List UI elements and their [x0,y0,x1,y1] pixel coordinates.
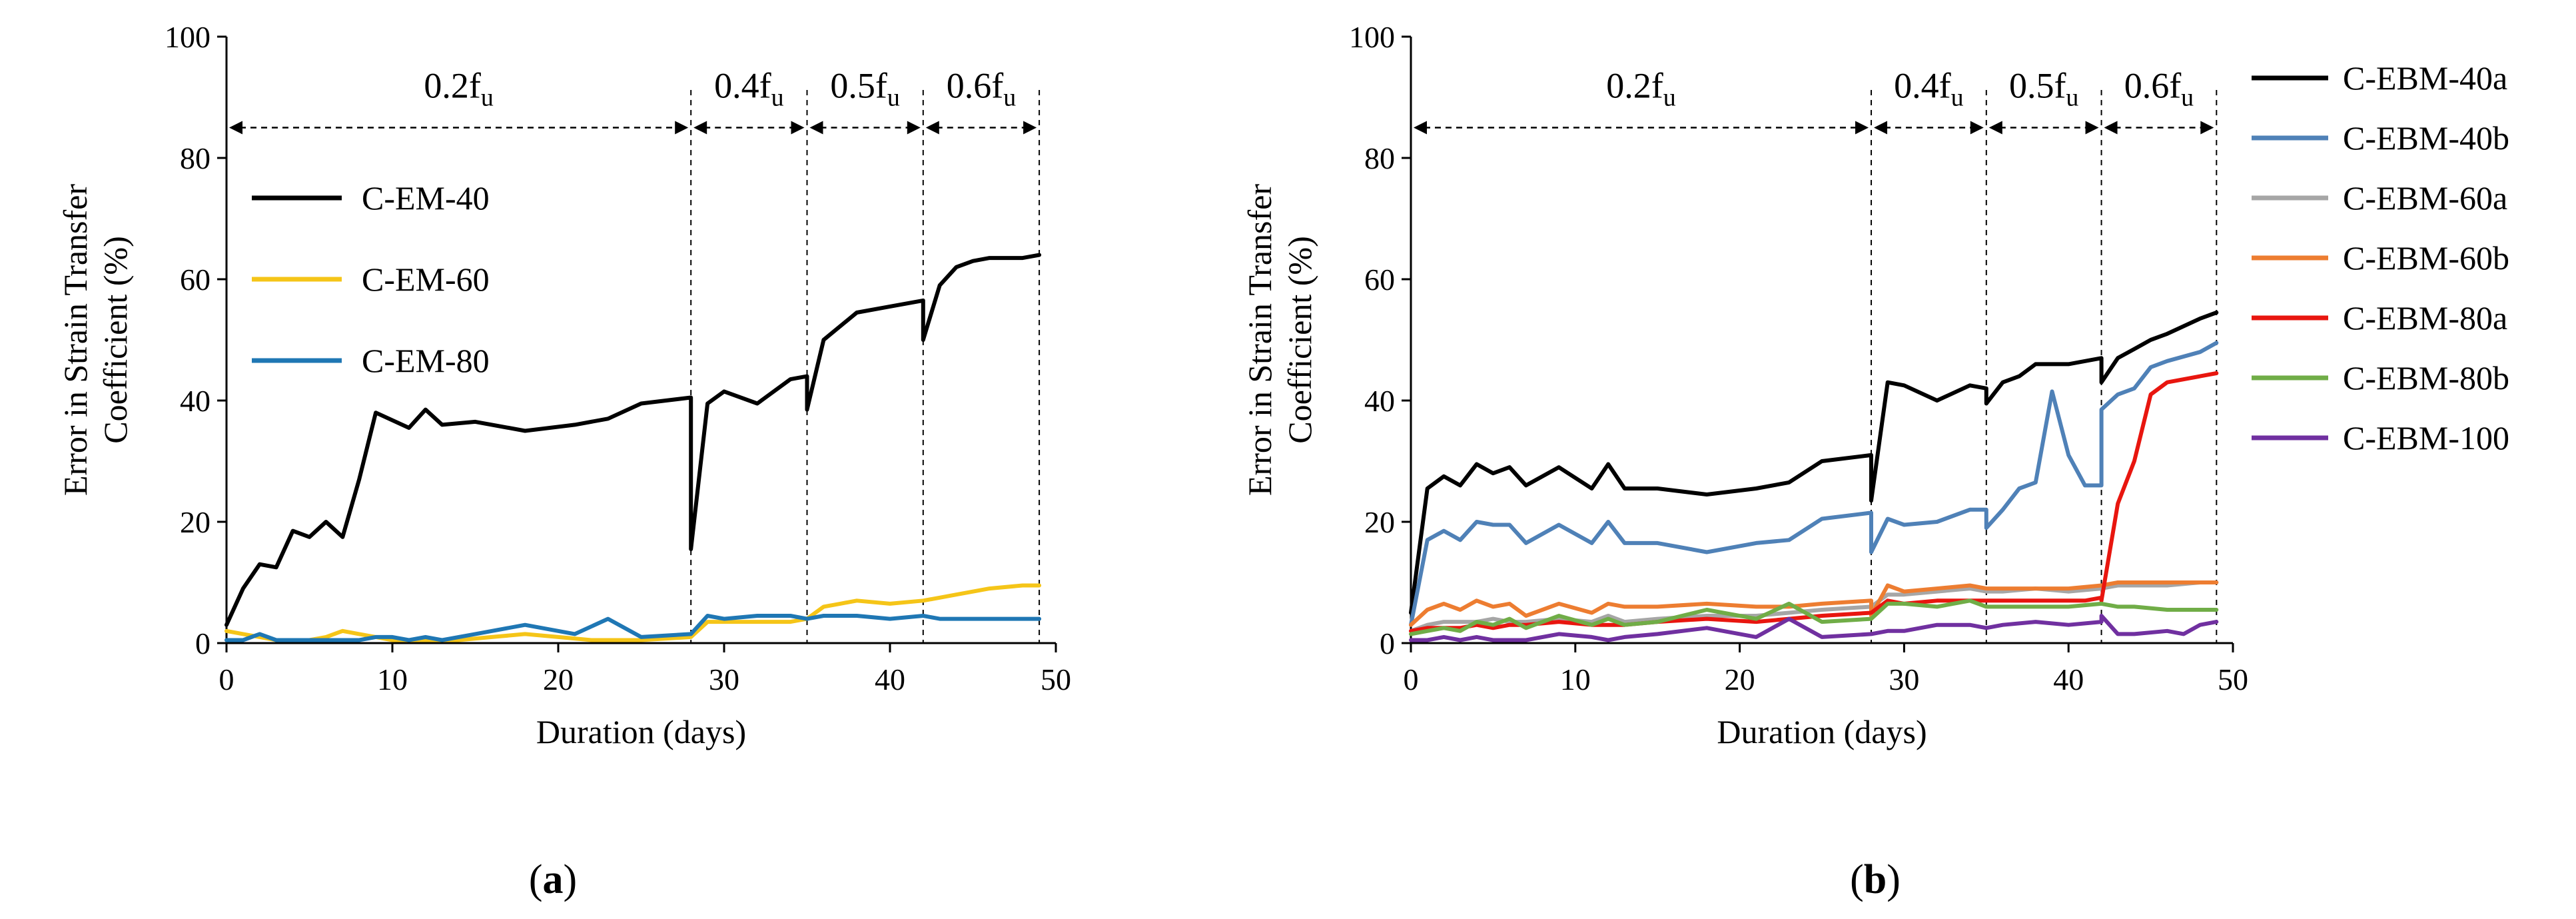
x-tick-label: 40 [2053,662,2084,696]
arrowhead-right [907,121,921,135]
y-tick-label: 80 [1364,141,1395,175]
phase-label: 0.5fu [830,66,899,112]
x-tick-label: 50 [1041,662,1071,696]
y-tick-label: 100 [1349,20,1395,54]
series-line-c-ebm-80a [1409,371,2219,633]
series-line-c-ebm-60b [1409,580,2219,627]
series-line-c-em-80 [224,614,1042,642]
legend-label: C-EBM-40a [2343,59,2507,97]
arrowhead-left [809,121,823,135]
y-tick-label: 20 [180,505,211,539]
legend-label: C-EBM-60b [2343,239,2509,277]
series-line-c-ebm-100 [1409,614,2219,642]
arrowhead-right [675,121,689,135]
arrowhead-right [1023,121,1037,135]
y-tick-label: 40 [180,384,211,418]
arrowhead-right [1970,121,1984,135]
arrowhead-right [1855,121,1869,135]
y-axis-label: Coefficient (%) [1281,236,1318,443]
arrowhead-left [925,121,939,135]
series-line-c-em-40 [224,253,1042,627]
y-axis-label: Coefficient (%) [97,236,134,443]
series-line-c-ebm-80b [1409,598,2219,636]
phase-label: 0.5fu [2009,66,2078,112]
legend-label: C-EBM-100 [2343,419,2509,457]
phase-label: 0.2fu [1606,66,1675,112]
arrowhead-right [2200,121,2214,135]
legend-label: C-EM-40 [362,179,490,217]
arrowhead-left [1414,121,1427,135]
y-tick-label: 80 [180,141,211,175]
x-tick-label: 40 [875,662,905,696]
y-tick-label: 60 [180,263,211,297]
y-tick-label: 0 [1380,626,1395,660]
y-tick-label: 60 [1364,263,1395,297]
y-tick-label: 20 [1364,505,1395,539]
x-tick-label: 20 [543,662,574,696]
y-axis-label: Error in Strain Transfer [57,184,94,496]
panel-label: (b) [1850,857,1901,902]
arrowhead-right [791,121,805,135]
phase-label: 0.2fu [424,66,493,112]
y-tick-label: 100 [165,20,211,54]
legend-label: C-EBM-60a [2343,179,2507,217]
x-tick-label: 0 [219,662,234,696]
arrowhead-left [1874,121,1888,135]
legend-label: C-EM-60 [362,261,490,298]
x-tick-label: 0 [1404,662,1419,696]
arrowhead-right [2085,121,2099,135]
legend-label: C-EBM-80a [2343,299,2507,337]
panel-label: (a) [529,857,577,902]
series-line-c-ebm-40a [1409,311,2219,615]
legend-label: C-EBM-40b [2343,119,2509,157]
arrowhead-left [229,121,242,135]
y-tick-label: 40 [1364,384,1395,418]
x-tick-label: 50 [2218,662,2248,696]
chart-panel-a: 0 20 40 60 80 100 0 10 20 30 40 50 Duration (days) Er… [57,20,1071,902]
phase-label: 0.4fu [714,66,783,112]
arrowhead-left [693,121,707,135]
arrowhead-left [1988,121,2002,135]
x-tick-label: 10 [377,662,408,696]
x-tick-label: 20 [1725,662,1755,696]
x-tick-label: 10 [1560,662,1591,696]
legend-label: C-EM-80 [362,342,490,379]
phase-label: 0.6fu [2124,66,2194,112]
x-tick-label: 30 [709,662,739,696]
phase-label: 0.6fu [947,66,1016,112]
y-axis-label: Error in Strain Transfer [1241,184,1278,496]
chart-panel-b: 0 20 40 60 80 100 0 10 20 30 40 50 Duration (days) Er… [1241,20,2509,902]
y-tick-label: 0 [195,626,211,660]
x-tick-label: 30 [1889,662,1919,696]
x-axis-label: Duration (days) [536,713,746,750]
phase-label: 0.4fu [1894,66,1963,112]
legend-label: C-EBM-80b [2343,359,2509,397]
arrowhead-left [2104,121,2118,135]
series-line-c-ebm-40b [1409,341,2219,627]
x-axis-label: Duration (days) [1717,713,1927,750]
